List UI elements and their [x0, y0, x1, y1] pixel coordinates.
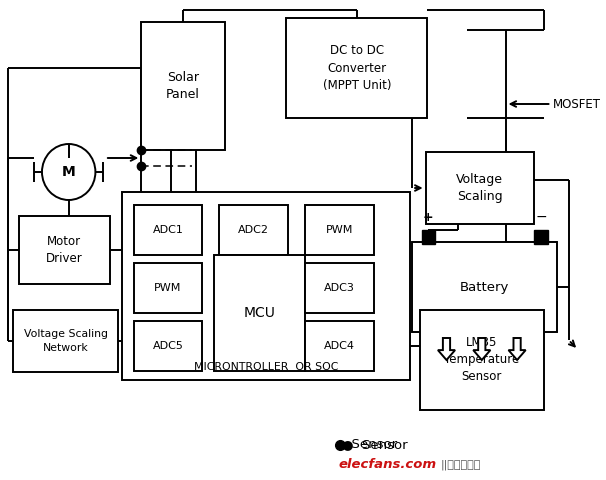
Bar: [412, 242, 557, 332]
Text: PWM: PWM: [326, 225, 353, 235]
Text: ||电子发烧友: ||电子发烧友: [441, 460, 481, 470]
Text: Voltage
Scaling: Voltage Scaling: [456, 173, 504, 203]
Bar: [422, 230, 435, 244]
Bar: [122, 192, 410, 380]
Bar: [133, 205, 202, 255]
Text: elecfans.com: elecfans.com: [339, 458, 437, 471]
Bar: [305, 205, 374, 255]
Bar: [141, 22, 225, 150]
Bar: [534, 230, 548, 244]
Text: ADC3: ADC3: [324, 283, 355, 293]
Text: ●  Sensor: ● Sensor: [342, 439, 407, 452]
Text: Voltage Scaling
Network: Voltage Scaling Network: [24, 329, 108, 353]
Bar: [133, 321, 202, 371]
Text: DC to DC
Converter
(MPPT Unit): DC to DC Converter (MPPT Unit): [322, 45, 391, 92]
Text: Sensor: Sensor: [344, 439, 398, 452]
Text: PWM: PWM: [154, 283, 182, 293]
Bar: [133, 263, 202, 313]
Text: +: +: [423, 211, 434, 224]
Bar: [13, 310, 118, 372]
Bar: [219, 205, 288, 255]
Text: LM35
Temperature
Sensor: LM35 Temperature Sensor: [444, 336, 519, 384]
Text: Solar
Panel: Solar Panel: [166, 71, 200, 101]
Text: MICRONTROLLER  OR SOC: MICRONTROLLER OR SOC: [194, 362, 338, 372]
Text: ADC1: ADC1: [153, 225, 184, 235]
Bar: [305, 321, 374, 371]
Bar: [214, 255, 305, 371]
Bar: [425, 152, 534, 224]
Text: M: M: [62, 165, 76, 179]
Bar: [305, 263, 374, 313]
Text: MOSFET: MOSFET: [553, 97, 601, 110]
Text: −: −: [535, 210, 547, 224]
Polygon shape: [508, 338, 525, 360]
Text: MCU: MCU: [244, 306, 276, 320]
Text: Motor
Driver: Motor Driver: [46, 235, 83, 265]
Text: ADC5: ADC5: [153, 341, 184, 351]
Bar: [286, 18, 427, 118]
Text: ADC2: ADC2: [238, 225, 269, 235]
Bar: [420, 310, 544, 410]
Text: ADC4: ADC4: [324, 341, 355, 351]
Bar: [19, 216, 110, 284]
Text: Battery: Battery: [460, 280, 509, 293]
Polygon shape: [438, 338, 455, 360]
Polygon shape: [473, 338, 490, 360]
